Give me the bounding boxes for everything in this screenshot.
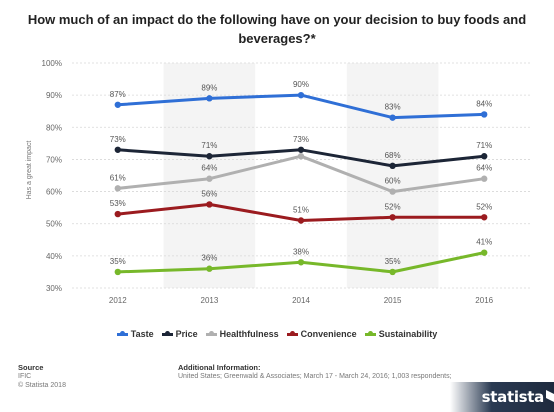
x-tick-label: 2013 xyxy=(201,296,219,305)
legend-swatch-healthfulness xyxy=(205,331,217,337)
y-tick-label: 90% xyxy=(46,91,62,100)
data-label-healthfulness: 64% xyxy=(201,164,217,173)
legend-item-healthfulness[interactable]: Healthfulness xyxy=(205,329,279,339)
legend-label-sustainability: Sustainability xyxy=(378,329,438,339)
data-label-sustainability: 41% xyxy=(476,238,492,247)
data-label-convenience: 52% xyxy=(476,202,492,211)
legend-label-convenience: Convenience xyxy=(300,329,357,339)
y-tick-label: 80% xyxy=(46,123,62,132)
data-label-price: 73% xyxy=(293,135,309,144)
data-label-price: 71% xyxy=(201,141,217,150)
data-point-price xyxy=(206,153,213,160)
data-label-taste: 89% xyxy=(201,83,217,92)
data-point-taste xyxy=(206,95,213,102)
data-point-price xyxy=(481,153,488,160)
legend-item-sustainability[interactable]: Sustainability xyxy=(364,329,438,339)
y-tick-label: 40% xyxy=(46,252,62,261)
data-point-healthfulness xyxy=(297,153,305,160)
data-point-convenience xyxy=(389,214,396,221)
data-point-taste xyxy=(297,91,305,99)
legend: Taste Price Healthfulness Convenience Sustai… xyxy=(0,329,554,339)
data-label-convenience: 56% xyxy=(201,189,217,198)
line-chart: 30% 40% 50% 60% 70% 80% 90% 100% 2012 2013 2014 20… xyxy=(26,59,530,305)
data-point-convenience xyxy=(206,201,213,208)
chart-title: How much of an impact do the following h… xyxy=(27,12,527,46)
y-tick-label: 60% xyxy=(46,188,62,197)
data-point-healthfulness xyxy=(389,188,396,195)
x-tick-label: 2014 xyxy=(292,296,310,305)
data-label-sustainability: 38% xyxy=(293,247,309,256)
data-point-taste xyxy=(114,101,122,108)
data-point-sustainability xyxy=(114,268,122,276)
data-label-taste: 83% xyxy=(385,103,401,112)
source-name: IFIC xyxy=(18,373,32,380)
data-point-convenience xyxy=(114,210,122,218)
legend-swatch-sustainability xyxy=(364,331,376,337)
legend-swatch-taste xyxy=(116,331,128,337)
data-label-taste: 87% xyxy=(110,90,126,99)
data-point-sustainability xyxy=(206,265,213,272)
legend-label-price: Price xyxy=(175,329,198,339)
legend-item-convenience[interactable]: Convenience xyxy=(286,329,357,339)
y-tick-label: 100% xyxy=(42,59,62,68)
y-tick-label: 70% xyxy=(46,155,62,164)
x-tick-label: 2016 xyxy=(475,296,493,305)
legend-swatch-price xyxy=(161,331,173,337)
data-label-healthfulness: 60% xyxy=(385,177,401,186)
data-point-price xyxy=(297,146,305,153)
data-label-convenience: 53% xyxy=(110,199,126,208)
data-label-taste: 90% xyxy=(293,80,309,89)
y-axis-label: Has a great impact xyxy=(26,141,33,200)
statista-mark-icon xyxy=(546,390,554,402)
data-point-taste xyxy=(481,111,488,118)
x-tick-label: 2012 xyxy=(109,296,127,305)
data-label-taste: 84% xyxy=(476,99,492,108)
brand-name: statista xyxy=(481,388,545,406)
data-point-healthfulness xyxy=(481,175,488,182)
data-point-price xyxy=(389,162,396,170)
data-label-sustainability: 36% xyxy=(201,254,217,263)
copyright-text: © Statista 2018 xyxy=(18,382,66,389)
statista-logo[interactable]: statista xyxy=(450,382,554,412)
data-label-price: 73% xyxy=(110,135,126,144)
source-heading: Source xyxy=(18,363,44,372)
data-point-healthfulness xyxy=(206,175,213,182)
x-tick-label: 2015 xyxy=(384,296,402,305)
y-tick-label: 30% xyxy=(46,284,62,293)
data-point-sustainability xyxy=(297,259,305,266)
data-label-sustainability: 35% xyxy=(110,257,126,266)
y-tick-label: 50% xyxy=(46,220,62,229)
legend-item-price[interactable]: Price xyxy=(161,329,198,339)
data-label-price: 71% xyxy=(476,141,492,150)
additional-info-text: United States; Greenwald & Associates; M… xyxy=(178,373,452,380)
data-point-price xyxy=(114,146,122,153)
data-point-taste xyxy=(389,114,396,121)
additional-info-heading: Additional Information: xyxy=(178,363,261,372)
data-point-sustainability xyxy=(481,249,488,256)
data-point-convenience xyxy=(481,214,488,221)
legend-item-taste[interactable]: Taste xyxy=(116,329,154,339)
data-label-healthfulness: 61% xyxy=(110,173,126,182)
data-label-healthfulness: 64% xyxy=(476,164,492,173)
data-point-healthfulness xyxy=(114,185,122,192)
legend-swatch-convenience xyxy=(286,331,298,337)
data-point-sustainability xyxy=(389,268,396,276)
data-label-sustainability: 35% xyxy=(385,257,401,266)
additional-info-block: Additional Information: United States; G… xyxy=(178,363,478,381)
legend-label-taste: Taste xyxy=(130,329,154,339)
column-band xyxy=(346,63,439,288)
data-point-convenience xyxy=(297,217,305,224)
data-label-price: 68% xyxy=(385,151,401,160)
source-block: Source IFIC © Statista 2018 xyxy=(18,363,66,390)
data-label-convenience: 52% xyxy=(385,202,401,211)
data-label-convenience: 51% xyxy=(293,206,309,215)
legend-label-healthfulness: Healthfulness xyxy=(219,329,279,339)
